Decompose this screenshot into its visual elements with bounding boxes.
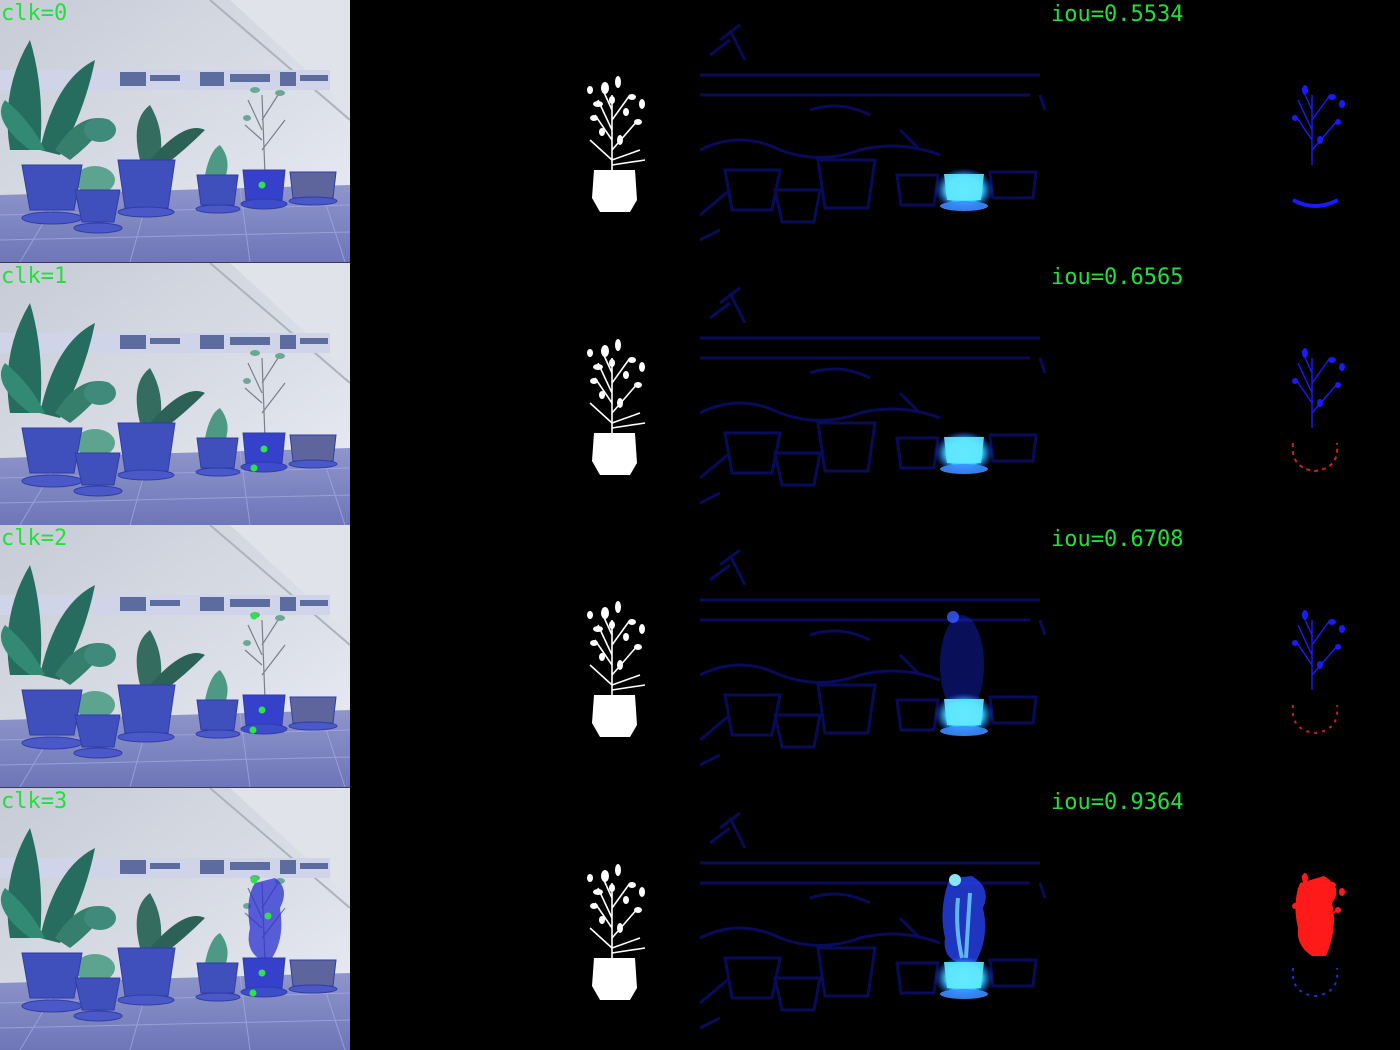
click-dot — [264, 912, 272, 919]
plant-photo — [0, 0, 350, 263]
plant-photo — [0, 787, 350, 1050]
ground-truth-mask-cell — [350, 0, 700, 263]
iou-score-label: iou=0.5534 — [1051, 2, 1184, 27]
probability-heatmap — [700, 548, 1047, 767]
error-map-cell: iou=0.9364 — [1050, 788, 1400, 1050]
click-count-label: clk=3 — [1, 788, 68, 814]
iou-score-label: iou=0.6565 — [1051, 264, 1184, 290]
row-clk-1: clk=1 iou=0.6565 — [0, 262, 1400, 526]
click-dot — [249, 726, 257, 734]
click-count-label: clk=2 — [1, 526, 68, 551]
probability-heatmap — [700, 286, 1047, 504]
click-dot — [250, 612, 258, 620]
ground-truth-mask-cell — [350, 525, 700, 788]
error-map-cell: iou=0.6565 — [1050, 263, 1400, 526]
error-map-cell: iou=0.5534 — [1050, 0, 1400, 263]
ground-truth-mask — [586, 862, 646, 1001]
error-map — [1291, 346, 1346, 472]
click-dot — [250, 464, 258, 471]
click-dot — [258, 706, 266, 714]
probability-heatmap — [700, 811, 1047, 1029]
row-clk-3: clk=3 iou=0.9364 — [0, 787, 1400, 1050]
click-points — [249, 876, 272, 996]
click-count-label: clk=1 — [1, 263, 68, 289]
error-map-cell: iou=0.6708 — [1050, 525, 1400, 788]
ground-truth-mask — [586, 600, 646, 738]
click-count-label: clk=0 — [1, 1, 68, 26]
input-image-cell: clk=2 — [0, 525, 350, 788]
click-dot — [250, 876, 258, 883]
click-points — [250, 445, 268, 471]
probability-heatmap-cell — [700, 788, 1050, 1050]
iou-score-label: iou=0.6708 — [1051, 527, 1184, 552]
ground-truth-mask-cell — [350, 263, 700, 526]
click-dot — [260, 445, 268, 452]
click-points — [258, 181, 266, 189]
error-map — [1291, 609, 1346, 735]
plant-photo — [0, 262, 350, 525]
input-image-cell: clk=3 — [0, 787, 350, 1050]
error-map — [1291, 84, 1346, 208]
row-clk-0: clk=0 iou=0.5534 — [0, 0, 1400, 263]
click-dot — [249, 989, 257, 996]
probability-heatmap-cell — [700, 0, 1050, 263]
ground-truth-mask — [586, 75, 646, 213]
input-image-cell: clk=1 — [0, 262, 350, 525]
click-dot — [258, 969, 266, 976]
error-map — [1291, 871, 1346, 997]
ground-truth-mask-cell — [350, 788, 700, 1050]
row-clk-2: clk=2 iou=0.6708 — [0, 525, 1400, 788]
probability-heatmap-cell — [700, 263, 1050, 526]
input-image-cell: clk=0 — [0, 0, 350, 263]
plant-photo — [0, 525, 350, 788]
click-dot — [258, 181, 266, 189]
ground-truth-mask — [586, 337, 646, 476]
probability-heatmap — [700, 23, 1047, 242]
iou-score-label: iou=0.9364 — [1051, 789, 1184, 815]
probability-heatmap-cell — [700, 525, 1050, 788]
click-points — [249, 612, 266, 734]
